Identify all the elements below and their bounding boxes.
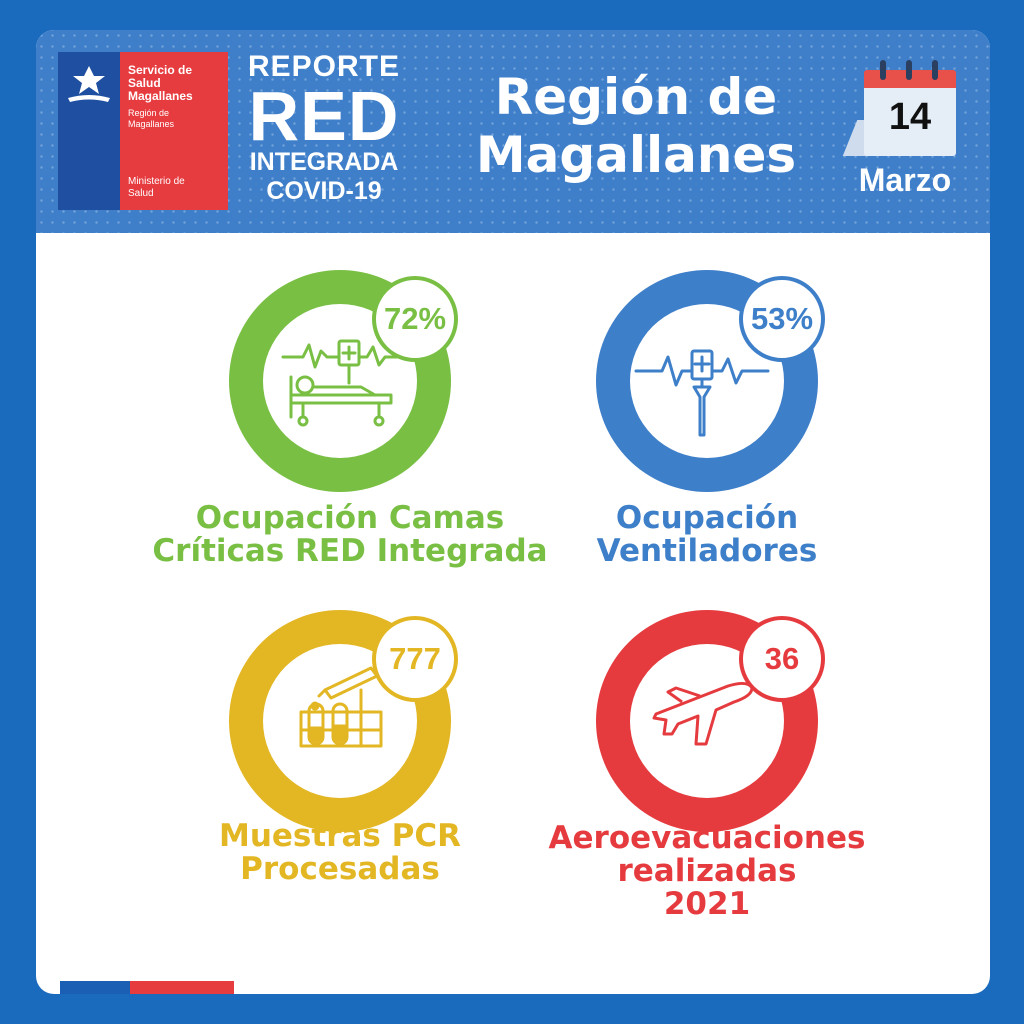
evacuations-label-line2: realizadas [617, 853, 797, 889]
header-banner: Servicio de Salud Magallanes Región de M… [36, 30, 990, 233]
ventilator-occupancy-badge: 53% [739, 276, 825, 362]
org-name-line3: Magallanes [128, 89, 193, 103]
org-name-line1: Servicio de [128, 63, 193, 77]
beds-label: Ocupación Camas Críticas RED Integrada [140, 502, 560, 568]
report-line2: RED [248, 77, 400, 155]
pcr-count-badge: 777 [372, 616, 458, 702]
hospital-bed-icon [281, 339, 401, 427]
calendar-icon: 14 [842, 60, 960, 160]
ventilators-label: Ocupación Ventiladores [517, 502, 897, 568]
airplane-icon [652, 681, 754, 746]
beds-label-line1: Ocupación Camas [195, 500, 505, 536]
org-region-line1: Región de [128, 108, 170, 118]
date-month: Marzo [858, 162, 952, 198]
infographic-card: Servicio de Salud Magallanes Región de M… [36, 30, 990, 994]
evacuations-label: Aeroevacuaciones realizadas 2021 [517, 822, 897, 921]
beds-occupancy-badge: 72% [372, 276, 458, 362]
evacuations-count-badge: 36 [739, 616, 825, 702]
report-line4: COVID-19 [266, 177, 382, 205]
date-day: 14 [888, 96, 932, 138]
report-title: REPORTE RED INTEGRADA COVID-19 [244, 50, 404, 206]
region-title: Región de Magallanes [436, 68, 836, 184]
flag-stripe-blue [60, 981, 130, 994]
ministry-line2: Salud [128, 188, 154, 199]
ministry-logo: Servicio de Salud Magallanes Región de M… [58, 52, 228, 210]
flag-stripe-red [130, 981, 234, 994]
coat-of-arms-icon [68, 66, 110, 102]
report-line3: INTEGRADA [249, 148, 399, 176]
test-tubes-icon [299, 666, 383, 748]
ministry-line1: Ministerio de [128, 176, 185, 187]
org-region-line2: Magallanes [128, 119, 175, 129]
org-name-line2: Salud [128, 76, 161, 90]
pcr-label-line1: Muestras PCR [218, 818, 461, 854]
ventilator-icon [634, 349, 770, 437]
evacuations-label-line1: Aeroevacuaciones [548, 820, 866, 856]
report-line1: REPORTE [247, 50, 401, 83]
evacuations-label-line3: 2021 [663, 886, 751, 922]
pcr-label: Muestras PCR Procesadas [160, 820, 520, 886]
region-title-line2: Magallanes [475, 126, 797, 184]
beds-label-line2: Críticas RED Integrada [152, 533, 548, 569]
pcr-label-line2: Procesadas [240, 851, 440, 887]
ventilators-label-line2: Ventiladores [596, 533, 818, 569]
region-title-line1: Región de [494, 68, 778, 126]
ventilators-label-line1: Ocupación [615, 500, 799, 536]
